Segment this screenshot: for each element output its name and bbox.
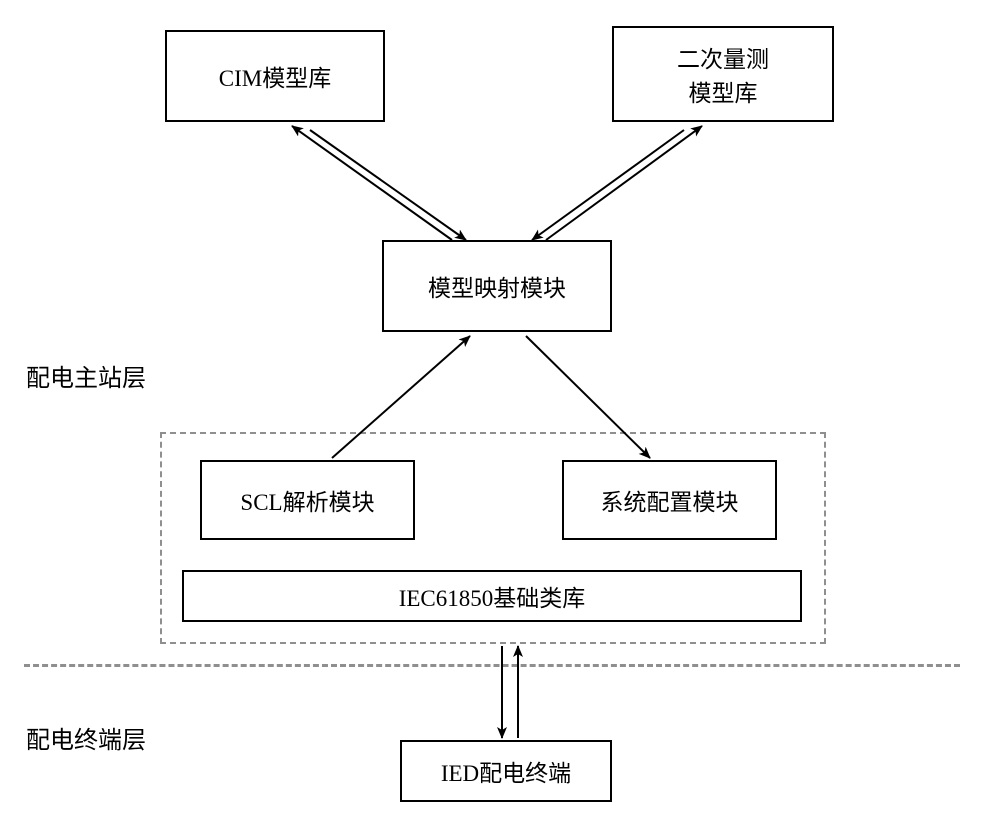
arrow-mapping-to-second [546,126,702,240]
box-iec: IEC61850基础类库 [182,570,802,622]
arrow-second-to-mapping [532,130,684,240]
box-ied: IED配电终端 [400,740,612,802]
arrow-cim-to-mapping [310,130,466,240]
box-cim-label: CIM模型库 [219,59,331,93]
layer-divider [24,664,960,667]
label-terminal-layer: 配电终端层 [26,720,146,755]
box-mapping-label: 模型映射模块 [428,269,566,303]
box-syscfg: 系统配置模块 [562,460,777,540]
box-scl: SCL解析模块 [200,460,415,540]
box-iec-label: IEC61850基础类库 [399,579,586,613]
box-scl-label: SCL解析模块 [240,483,374,517]
arrow-mapping-to-cim [292,126,452,240]
box-ied-label: IED配电终端 [441,754,571,788]
box-cim: CIM模型库 [165,30,385,122]
arrows-layer [0,0,1000,828]
box-syscfg-label: 系统配置模块 [601,483,739,517]
label-master-layer: 配电主站层 [26,358,146,393]
box-mapping: 模型映射模块 [382,240,612,332]
box-second-measurement: 二次量测 模型库 [612,26,834,122]
box-second-label: 二次量测 模型库 [677,40,769,108]
diagram-canvas: 配电主站层 配电终端层 CIM模型库 二次量测 模型库 模型映射模块 SCL解析… [0,0,1000,828]
